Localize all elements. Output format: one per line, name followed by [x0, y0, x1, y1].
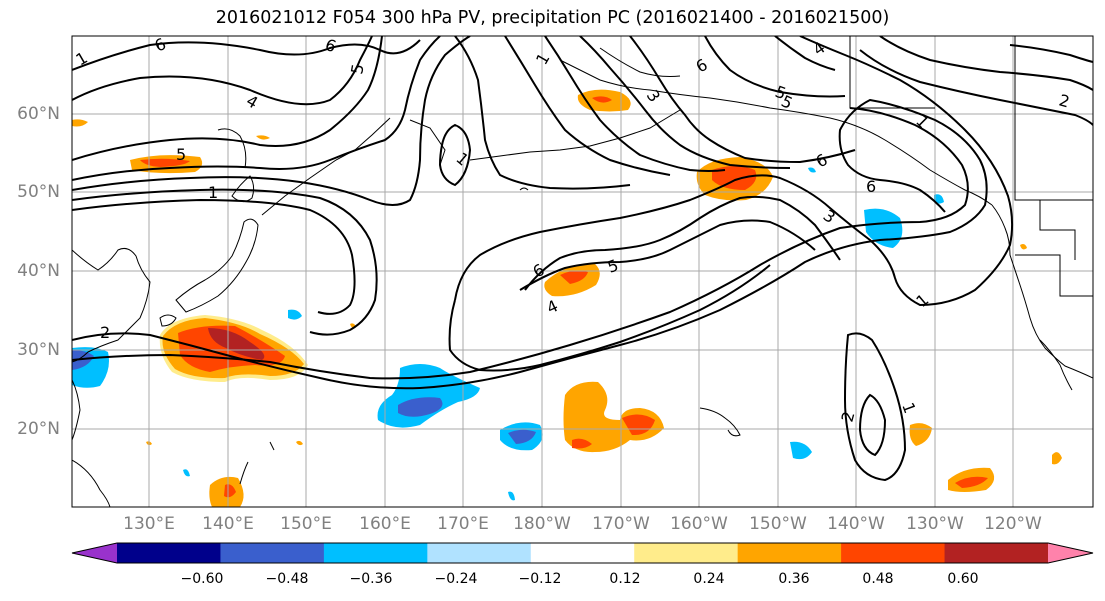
colorbar-tick: −0.60 [180, 571, 224, 587]
lon-label: 160°E [359, 514, 411, 534]
pv-contours [72, 36, 1093, 482]
colorbar-tick: −0.24 [434, 571, 478, 587]
colorbar-tick: 0.60 [947, 571, 979, 587]
coastlines [72, 47, 1093, 507]
contour-label: 3 [820, 206, 839, 227]
colorbar-tick: 0.48 [862, 571, 894, 587]
colorbar-tick: 0.24 [693, 571, 725, 587]
lon-label: 140°W [827, 514, 885, 534]
lat-label: 50°N [17, 182, 60, 202]
colorbar-tick: −0.48 [265, 571, 309, 587]
lon-label: 170°W [592, 514, 650, 534]
contour-label: 1 [532, 50, 554, 68]
colorbar-tick: −0.12 [518, 571, 562, 587]
contour-label: 5 [347, 62, 367, 75]
contour-label: 2 [1057, 91, 1072, 112]
contour-label: 4 [809, 38, 828, 59]
lon-label: 150°W [749, 514, 807, 534]
contour-label: 6 [693, 55, 711, 77]
contour-label: 6 [152, 34, 169, 56]
lon-label: 140°E [202, 514, 254, 534]
contour-label: 4 [243, 91, 261, 113]
map-title: 2016021012 F054 300 hPa PV, precipitatio… [215, 8, 890, 28]
contour-label: 2 [100, 323, 110, 342]
lon-label: 180°W [513, 514, 571, 534]
lon-label: 130°E [123, 514, 175, 534]
lon-label: 150°E [280, 514, 332, 534]
lon-label: 160°W [670, 514, 728, 534]
contour-label: 1 [898, 400, 919, 416]
map-frame [71, 35, 1094, 508]
lat-label: 60°N [17, 104, 60, 124]
contour-label: 5 [605, 255, 621, 276]
lon-label: 120°W [984, 514, 1042, 534]
contour-label: 2 [838, 409, 859, 424]
lon-label: 130°W [906, 514, 964, 534]
colorbar-tick: 0.12 [609, 571, 641, 587]
lat-label: 40°N [17, 261, 60, 281]
contour-label: 6 [866, 177, 876, 196]
contour-label: 1 [912, 290, 932, 311]
lat-label: 30°N [17, 340, 60, 360]
precip-fill-west-pacific [159, 315, 308, 382]
precip-fill-north [72, 89, 773, 297]
lon-label: 170°E [437, 514, 489, 534]
contour-label: 1 [208, 183, 218, 202]
contour-label: 5 [176, 145, 186, 164]
contour-label: 1 [73, 48, 91, 70]
lat-label: 20°N [17, 419, 60, 439]
contour-label: 6 [813, 150, 831, 172]
contour-label: 4 [544, 296, 561, 318]
colorbar-tick: −0.36 [349, 571, 393, 587]
colorbar-tick: 0.36 [778, 571, 810, 587]
